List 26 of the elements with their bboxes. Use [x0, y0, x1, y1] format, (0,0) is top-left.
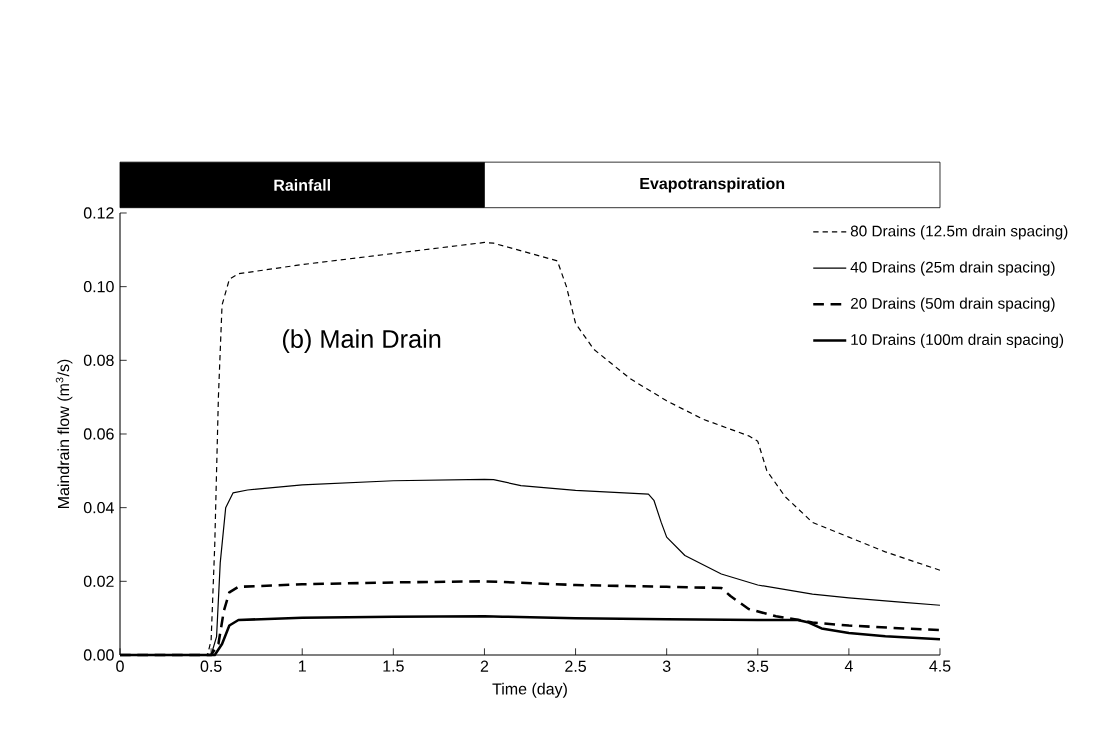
y-tick-label: 0.10: [83, 281, 114, 293]
x-tick-label: 4: [844, 660, 853, 672]
y-tick-label: 0.02: [83, 575, 114, 587]
x-tick-label: 2.5: [565, 660, 586, 672]
annotation: (b) Main Drain: [282, 329, 441, 353]
legend-label: 10 Drains (100m drain spacing): [851, 333, 1064, 349]
x-tick-label: 3: [662, 660, 671, 672]
x-tick-label: 0.5: [200, 660, 222, 672]
y-tick-label: 0.08: [83, 354, 114, 366]
x-axis-title: Time (day): [492, 682, 567, 698]
x-tick-label: 2: [480, 660, 489, 672]
x-tick-label: 3.5: [747, 660, 769, 672]
legend-label: 80 Drains (12.5m drain spacing): [850, 225, 1068, 240]
legend-label: 20 Drains (50m drain spacing): [850, 297, 1055, 312]
y-tick-label: 0.00: [83, 649, 114, 661]
x-tick-label: 1: [298, 660, 306, 672]
y-tick-label: 0.06: [83, 428, 114, 440]
x-tick-label: 1.5: [383, 660, 404, 672]
text: Evapotranspiration: [640, 177, 785, 193]
x-tick-label: 4.5: [929, 660, 951, 672]
x-tick-label: 0: [116, 660, 124, 672]
legend-label: 40 Drains (25m drain spacing): [850, 261, 1055, 276]
y-tick-label: 0.12: [83, 207, 114, 219]
y-tick-label: 0.04: [83, 502, 114, 514]
y-axis-title: Maindrain flow (m$^{3}$/s): [55, 359, 73, 508]
text: Rainfall: [274, 179, 330, 191]
